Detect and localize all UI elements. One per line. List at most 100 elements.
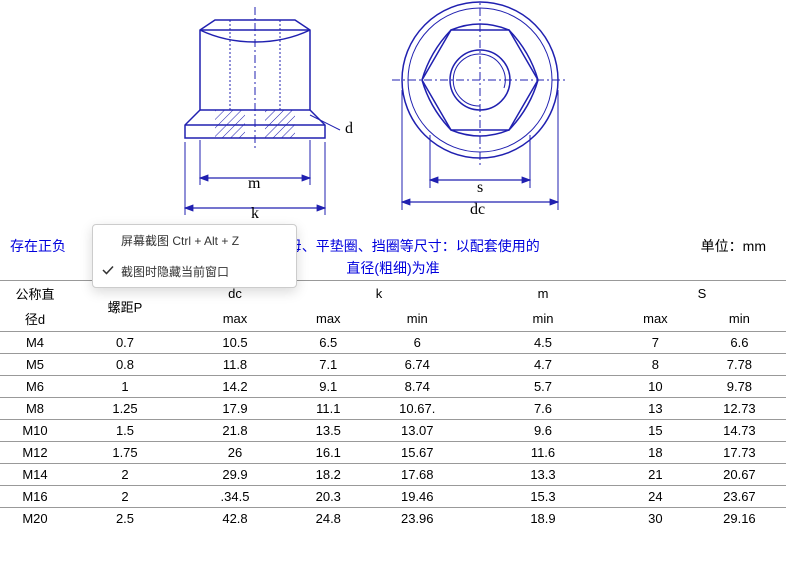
table-row: M81.2517.911.110.67.7.61312.73: [0, 398, 786, 420]
technical-diagram: d m k: [0, 0, 786, 230]
cell-kmin: 10.67.: [367, 398, 468, 420]
svg-text:dc: dc: [470, 201, 485, 218]
cell-smax: 10: [618, 376, 693, 398]
cell-kmin: 19.46: [367, 486, 468, 508]
cell-m: 9.6: [468, 420, 618, 442]
menu-item-label: 屏幕截图 Ctrl + Alt + Z: [121, 234, 239, 248]
hdr-s-max: max: [618, 306, 693, 332]
cell-smax: 7: [618, 332, 693, 354]
cell-kmax: 7.1: [290, 354, 367, 376]
cell-d: M4: [0, 332, 70, 354]
hdr-k: k: [290, 281, 468, 307]
menu-item-label: 截图时隐藏当前窗口: [121, 265, 229, 279]
cell-kmin: 13.07: [367, 420, 468, 442]
cell-m: 5.7: [468, 376, 618, 398]
spec-table: 公称直 螺距P dc k m S 径d max max min min max …: [0, 280, 786, 529]
table-row: M14229.918.217.6813.32120.67: [0, 464, 786, 486]
cell-m: 15.3: [468, 486, 618, 508]
hdr-d-line1: 公称直: [0, 281, 70, 307]
table-row: M121.752616.115.6711.61817.73: [0, 442, 786, 464]
cell-smax: 30: [618, 508, 693, 530]
cell-p: 2.5: [70, 508, 180, 530]
check-icon: [101, 263, 115, 277]
svg-text:k: k: [251, 205, 259, 222]
cell-dc: 17.9: [180, 398, 290, 420]
cell-kmin: 8.74: [367, 376, 468, 398]
cell-smax: 21: [618, 464, 693, 486]
cell-dc: 26: [180, 442, 290, 464]
svg-text:d: d: [345, 120, 353, 137]
cell-p: 0.7: [70, 332, 180, 354]
note-prefix: 存在正负: [10, 238, 66, 254]
cell-dc: 10.5: [180, 332, 290, 354]
cell-d: M5: [0, 354, 70, 376]
svg-text:m: m: [248, 175, 261, 192]
cell-kmax: 24.8: [290, 508, 367, 530]
cell-m: 4.5: [468, 332, 618, 354]
cell-dc: .34.5: [180, 486, 290, 508]
cell-kmin: 17.68: [367, 464, 468, 486]
cell-kmax: 11.1: [290, 398, 367, 420]
table-row: M101.521.813.513.079.61514.73: [0, 420, 786, 442]
cell-smin: 12.73: [693, 398, 786, 420]
cell-smin: 14.73: [693, 420, 786, 442]
cell-kmin: 23.96: [367, 508, 468, 530]
cell-kmin: 6: [367, 332, 468, 354]
cell-kmin: 15.67: [367, 442, 468, 464]
table-row: M202.542.824.823.9618.93029.16: [0, 508, 786, 530]
cell-p: 0.8: [70, 354, 180, 376]
menu-item-screenshot[interactable]: 屏幕截图 Ctrl + Alt + Z: [93, 225, 296, 256]
hdr-d-line2: 径d: [0, 306, 70, 332]
cell-m: 11.6: [468, 442, 618, 464]
cell-kmax: 13.5: [290, 420, 367, 442]
cell-kmax: 16.1: [290, 442, 367, 464]
table-row: M162.34.520.319.4615.32423.67: [0, 486, 786, 508]
nut-drawing: d m k: [0, 0, 786, 230]
cell-kmax: 20.3: [290, 486, 367, 508]
cell-dc: 21.8: [180, 420, 290, 442]
table-row: M50.811.87.16.744.787.78: [0, 354, 786, 376]
cell-m: 13.3: [468, 464, 618, 486]
context-menu: 屏幕截图 Ctrl + Alt + Z 截图时隐藏当前窗口: [92, 224, 297, 288]
hdr-k-max: max: [290, 306, 367, 332]
cell-smin: 6.6: [693, 332, 786, 354]
cell-dc: 14.2: [180, 376, 290, 398]
unit-label: 单位：mm: [701, 236, 766, 256]
hdr-k-min: min: [367, 306, 468, 332]
cell-m: 7.6: [468, 398, 618, 420]
table-row: M6114.29.18.745.7109.78: [0, 376, 786, 398]
cell-smax: 18: [618, 442, 693, 464]
cell-p: 1.75: [70, 442, 180, 464]
cell-m: 18.9: [468, 508, 618, 530]
cell-smin: 7.78: [693, 354, 786, 376]
cell-m: 4.7: [468, 354, 618, 376]
cell-smax: 8: [618, 354, 693, 376]
menu-item-hide-window[interactable]: 截图时隐藏当前窗口: [93, 256, 296, 287]
hdr-m: m: [468, 281, 618, 307]
cell-d: M8: [0, 398, 70, 420]
cell-smin: 29.16: [693, 508, 786, 530]
hdr-m-min: min: [468, 306, 618, 332]
cell-d: M16: [0, 486, 70, 508]
cell-smin: 23.67: [693, 486, 786, 508]
cell-p: 1.5: [70, 420, 180, 442]
cell-dc: 42.8: [180, 508, 290, 530]
hdr-p: 螺距P: [70, 281, 180, 332]
cell-smax: 24: [618, 486, 693, 508]
hdr-s: S: [618, 281, 786, 307]
cell-d: M6: [0, 376, 70, 398]
cell-p: 1.25: [70, 398, 180, 420]
cell-dc: 29.9: [180, 464, 290, 486]
cell-kmax: 9.1: [290, 376, 367, 398]
cell-d: M12: [0, 442, 70, 464]
cell-smax: 13: [618, 398, 693, 420]
cell-d: M10: [0, 420, 70, 442]
hdr-dc-max: max: [180, 306, 290, 332]
cell-smax: 15: [618, 420, 693, 442]
note-main: 螺母、平垫圈、挡圈等尺寸：以配套使用的: [274, 238, 540, 254]
cell-dc: 11.8: [180, 354, 290, 376]
svg-text:s: s: [477, 179, 483, 196]
cell-d: M20: [0, 508, 70, 530]
hdr-s-min: min: [693, 306, 786, 332]
cell-smin: 20.67: [693, 464, 786, 486]
